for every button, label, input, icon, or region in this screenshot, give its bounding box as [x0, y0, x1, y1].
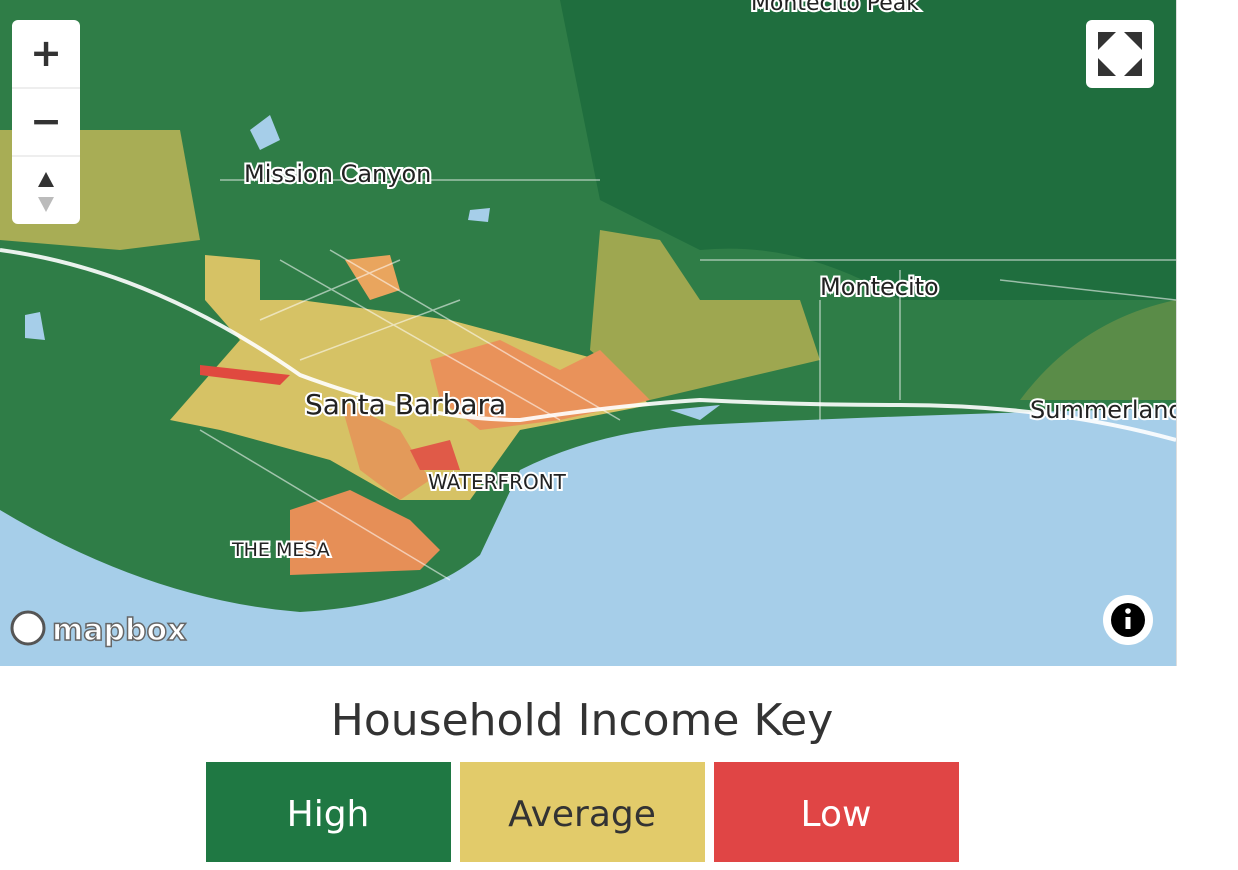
attribution[interactable]: mapbox	[51, 612, 187, 649]
legend-label: Low	[801, 794, 872, 835]
map-border	[1176, 0, 1177, 666]
ocean	[0, 408, 1176, 666]
info-icon	[1125, 617, 1131, 629]
income-area	[340, 400, 430, 500]
income-area	[290, 490, 440, 575]
info-icon	[1125, 608, 1131, 614]
map-label: Mission Canyon	[244, 160, 431, 188]
roads	[199, 179, 1176, 581]
legend-title: Household Income Key	[331, 695, 834, 746]
map-label: THE MESA	[231, 539, 330, 561]
mapbox-logo	[10, 610, 46, 646]
legend: High Average Low	[206, 762, 959, 862]
map[interactable]: Montecito Peak Mission Canyon Montecito …	[0, 0, 1184, 666]
legend-swatch	[714, 762, 959, 862]
income-area	[590, 230, 820, 400]
map-label: Summerland	[1030, 396, 1184, 424]
map-label: Montecito	[820, 273, 939, 301]
highway	[0, 248, 1176, 442]
map-label: Montecito Peak	[751, 0, 919, 16]
legend-label: Average	[508, 794, 656, 835]
compass[interactable]	[38, 172, 54, 187]
zoom-in[interactable]: +	[30, 31, 62, 75]
legend-swatch	[460, 762, 705, 862]
legend-label: High	[287, 794, 370, 835]
map-label: Santa Barbara	[305, 388, 506, 421]
income-area	[200, 365, 290, 385]
income-area	[430, 340, 650, 430]
fullscreen-icon	[1098, 32, 1142, 76]
map-label: WATERFRONT	[428, 470, 567, 494]
zoom-out[interactable]: −	[30, 99, 62, 143]
income-area	[1020, 300, 1176, 400]
income-area	[410, 440, 460, 470]
legend-swatch	[206, 762, 451, 862]
fullscreen-button[interactable]	[1086, 20, 1154, 88]
income-area	[170, 255, 650, 500]
compass	[38, 197, 54, 212]
hills	[560, 0, 1176, 300]
zoom-control	[12, 20, 80, 224]
